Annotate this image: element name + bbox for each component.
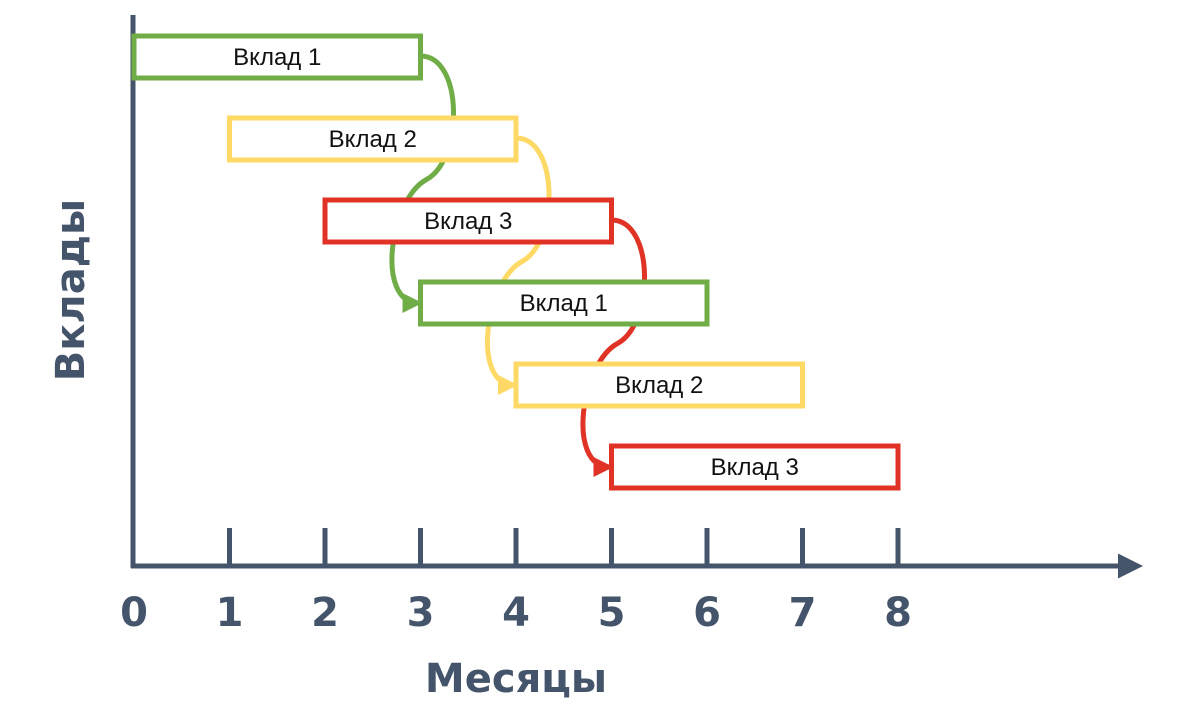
rollover-arrow	[389, 53, 456, 313]
x-axis-title: Месяцы	[425, 656, 607, 702]
x-axis-tick-label: 5	[598, 590, 626, 636]
rollover-arrows	[389, 53, 647, 477]
deposit-bar	[418, 279, 710, 327]
deposit-box: Вклад 3	[609, 443, 901, 491]
deposit-box: Вклад 1	[418, 279, 710, 327]
deposit-bar	[513, 361, 805, 409]
deposit-label: Вклад 1	[520, 290, 608, 317]
x-axis-tick-label: 8	[884, 590, 912, 636]
x-axis-tick-label: 1	[216, 590, 244, 636]
x-axis-tick-label: 7	[789, 590, 817, 636]
deposit-label: Вклад 3	[711, 454, 799, 481]
deposit-bar	[609, 443, 901, 491]
rollover-arrow	[484, 135, 552, 395]
deposit-bar	[131, 33, 423, 81]
x-axis-tick-label: 6	[693, 590, 721, 636]
deposit-boxes: Вклад 1 Вклад 2 Вклад 3 Вклад 1 Вклад 2 Вклад…	[131, 33, 901, 491]
deposit-box: Вклад 3	[322, 197, 614, 245]
deposit-label: Вклад 2	[329, 126, 417, 153]
rollover-arrow	[580, 217, 647, 477]
deposit-bar	[322, 197, 614, 245]
deposit-box: Вклад 1	[131, 33, 423, 81]
x-axis-tick-label: 2	[311, 590, 339, 636]
deposit-label: Вклад 3	[424, 208, 512, 235]
deposit-box: Вклад 2	[513, 361, 805, 409]
deposit-box: Вклад 2	[227, 115, 519, 163]
x-axis-ticks	[227, 528, 901, 566]
x-axis-tick-label: 3	[407, 590, 435, 636]
y-axis-title: Вклады	[48, 199, 94, 381]
x-axis-tick-label: 0	[120, 590, 148, 636]
deposit-label: Вклад 1	[233, 44, 321, 71]
deposit-bar	[227, 115, 519, 163]
deposit-label: Вклад 2	[615, 372, 703, 399]
x-axis-tick-label: 4	[502, 590, 530, 636]
x-axis-tick-labels: 0 1 2 3 4 5 6 7 8	[120, 590, 912, 636]
